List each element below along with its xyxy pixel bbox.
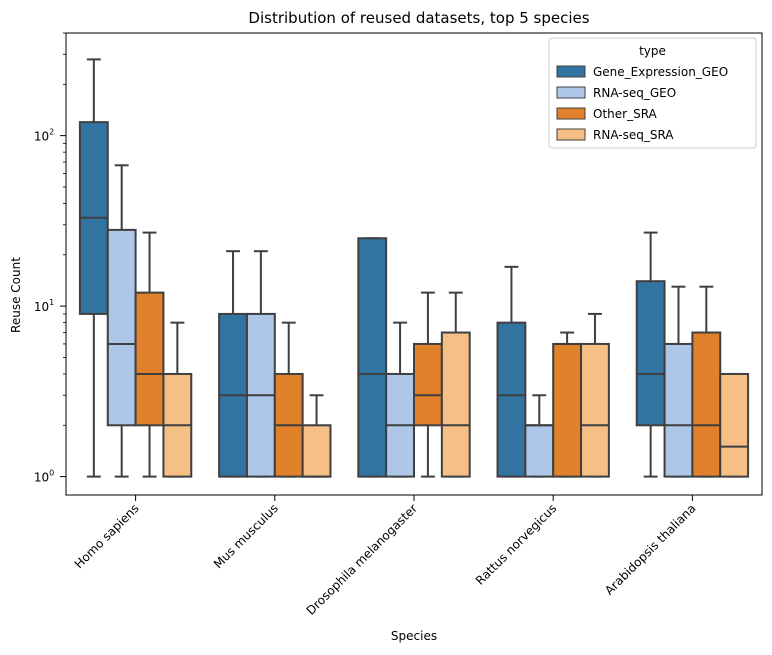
legend-entry-3: RNA-seq_SRA bbox=[593, 128, 674, 142]
box-0-2 bbox=[134, 231, 165, 478]
box-body bbox=[357, 237, 388, 478]
x-tick-label-0: Homo sapiens bbox=[72, 501, 142, 571]
box-body bbox=[496, 321, 527, 478]
x-tick-label-4: Arabidopsis thaliana bbox=[602, 501, 698, 597]
box-2-3 bbox=[440, 291, 471, 478]
box-0-3 bbox=[162, 321, 193, 478]
box-3-2 bbox=[552, 331, 583, 478]
y-axis: 100 101 102 bbox=[34, 32, 66, 485]
box-body bbox=[635, 280, 666, 427]
x-axis: Homo sapiens Mus musculus Drosophila melan… bbox=[72, 495, 699, 618]
box-1-1 bbox=[245, 250, 276, 478]
y-tick-label-0: 100 bbox=[34, 469, 54, 485]
box-1-0 bbox=[218, 250, 248, 478]
box-body bbox=[301, 424, 332, 478]
box-body bbox=[134, 291, 165, 427]
box-body bbox=[691, 331, 722, 478]
box-0-1 bbox=[106, 164, 137, 478]
box-4-0 bbox=[635, 231, 666, 478]
legend-swatch-1 bbox=[556, 86, 586, 99]
box-body bbox=[413, 342, 443, 427]
legend-entry-0: Gene_Expression_GEO bbox=[593, 65, 728, 79]
legend-box bbox=[548, 37, 757, 149]
box-body bbox=[719, 372, 750, 478]
x-axis-label: Species bbox=[391, 629, 437, 643]
plot-area bbox=[65, 32, 763, 496]
y-tick-label-2: 102 bbox=[34, 128, 54, 144]
x-tick-label-3: Rattus norvegicus bbox=[473, 501, 559, 587]
box-1-3 bbox=[301, 394, 332, 478]
box-3-0 bbox=[496, 265, 527, 478]
legend-title: type bbox=[639, 44, 666, 58]
legend-swatch-2 bbox=[556, 107, 586, 120]
box-body bbox=[524, 424, 555, 478]
legend: type Gene_Expression_GEO RNA-seq_GEO Other_… bbox=[548, 37, 757, 149]
box-2-0 bbox=[357, 237, 388, 478]
box-4-3 bbox=[719, 372, 750, 478]
box-2-2 bbox=[413, 291, 443, 478]
box-2-1 bbox=[385, 321, 416, 478]
box-3-3 bbox=[580, 312, 610, 478]
box-4-1 bbox=[663, 285, 694, 478]
box-body bbox=[440, 331, 471, 478]
legend-entry-2: Other_SRA bbox=[593, 107, 658, 121]
chart-title: Distribution of reused datasets, top 5 s… bbox=[248, 9, 589, 27]
box-body bbox=[580, 342, 610, 478]
legend-swatch-0 bbox=[556, 65, 586, 78]
box-body bbox=[552, 342, 583, 478]
x-tick-label-2: Drosophila melanogaster bbox=[304, 501, 421, 618]
box-4-2 bbox=[691, 285, 722, 478]
box-3-1 bbox=[524, 394, 555, 478]
box-0-0 bbox=[78, 58, 109, 478]
box-1-2 bbox=[273, 321, 304, 478]
legend-entry-1: RNA-seq_GEO bbox=[593, 86, 676, 100]
legend-swatch-3 bbox=[556, 128, 586, 141]
box-body bbox=[106, 228, 137, 427]
x-tick-label-1: Mus musculus bbox=[211, 501, 281, 571]
y-tick-label-1: 101 bbox=[34, 298, 54, 314]
box-body bbox=[663, 342, 694, 478]
y-axis-label: Reuse Count bbox=[9, 257, 23, 333]
